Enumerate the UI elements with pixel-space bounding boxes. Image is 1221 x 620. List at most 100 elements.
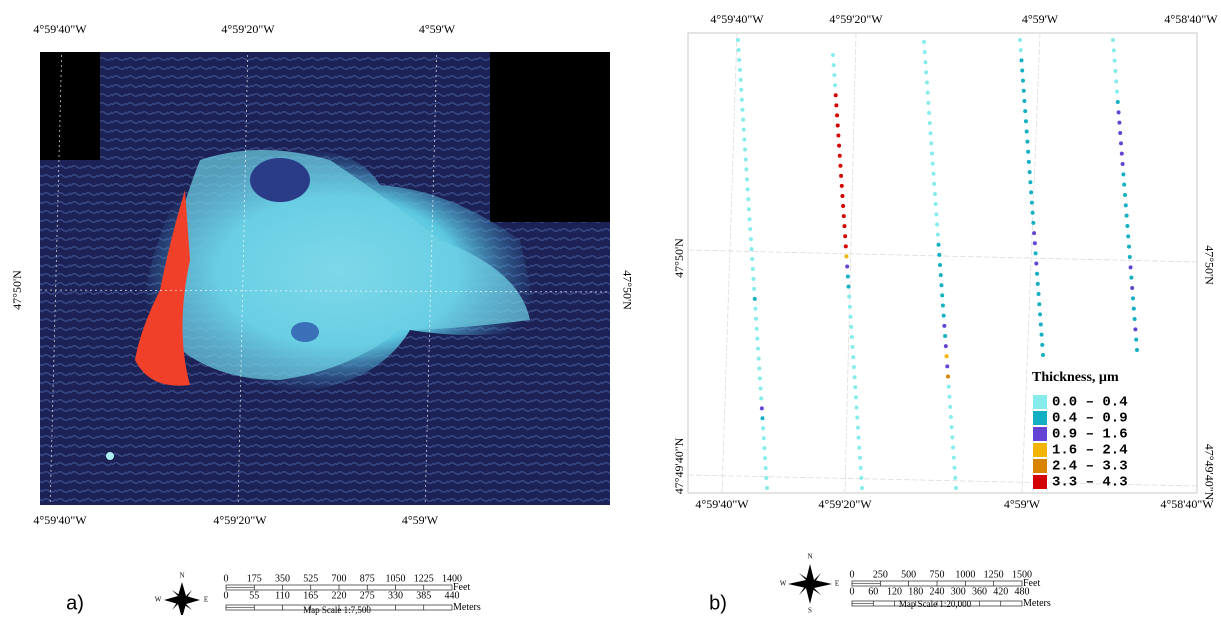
thickness-sample (1041, 353, 1045, 357)
thickness-sample (924, 70, 929, 75)
thickness-sample (932, 192, 937, 197)
thickness-sample (923, 60, 928, 65)
thickness-sample (839, 173, 844, 178)
scale-label: 220 (332, 590, 347, 601)
thickness-sample (847, 304, 852, 309)
compass-letter: N (179, 572, 184, 580)
scale-label: 385 (416, 590, 431, 601)
thickness-sample (936, 242, 941, 247)
longitude-label: 4°59'40"W (33, 513, 87, 527)
thickness-sample (841, 204, 846, 209)
thickness-sample (834, 103, 839, 108)
thickness-sample (952, 465, 957, 470)
thickness-sample (851, 365, 856, 370)
thickness-sample (1122, 182, 1127, 187)
thickness-sample (841, 214, 846, 219)
thickness-sample (752, 286, 757, 291)
longitude-label: 4°59'W (402, 513, 439, 527)
thickness-sample (1123, 203, 1128, 208)
thickness-sample (953, 475, 958, 480)
thickness-sample (940, 303, 945, 308)
thickness-sample (940, 293, 945, 298)
thickness-sample (943, 344, 948, 349)
thickness-sample (946, 384, 951, 389)
thickness-sample (1036, 292, 1041, 297)
thickness-sample (754, 326, 759, 331)
legend-swatch (1033, 427, 1047, 441)
panel-label: a) (66, 592, 84, 614)
compass-letter: W (155, 596, 162, 604)
thickness-sample (765, 486, 769, 490)
satellite-image (40, 52, 610, 505)
thickness-sample (1126, 234, 1131, 239)
thickness-sample (761, 426, 766, 431)
thickness-sample (1115, 89, 1119, 94)
thickness-sample (946, 374, 950, 379)
compass-letter: N (807, 553, 812, 561)
longitude-label: 4°59'20"W (213, 513, 267, 527)
thickness-sample (1030, 210, 1035, 215)
scale-label: 330 (388, 590, 403, 601)
thickness-sample (763, 466, 768, 471)
thickness-sample (1120, 162, 1125, 166)
thickness-sample (1028, 180, 1033, 185)
thickness-sample (860, 486, 864, 490)
thickness-sample (739, 97, 744, 102)
thickness-sample (831, 53, 835, 57)
thickness-sample (1018, 38, 1022, 42)
scale-caption: Map Scale 1:20,000 (899, 599, 972, 609)
compass-rose (164, 582, 200, 618)
longitude-label: 4°59'20"W (818, 497, 872, 511)
thickness-sample (1018, 48, 1023, 53)
thickness-sample (756, 356, 761, 361)
thickness-sample (837, 143, 842, 148)
thickness-sample (1132, 317, 1137, 321)
thickness-sample (851, 355, 856, 360)
latitude-label: 47°50'N (1202, 245, 1216, 285)
thickness-sample (938, 263, 942, 267)
compass-letter: W (780, 580, 787, 588)
thickness-sample (1024, 129, 1029, 134)
thickness-sample (748, 227, 753, 232)
thickness-sample (1128, 265, 1133, 270)
thickness-sample (1037, 302, 1042, 307)
thickness-sample (743, 147, 748, 152)
legend-swatch (1033, 459, 1047, 473)
scale-label: 165 (303, 590, 318, 601)
map-frame (687, 32, 1198, 494)
scale-label: 240 (930, 586, 945, 597)
thickness-sample (948, 415, 953, 420)
thickness-sample (1026, 159, 1031, 164)
scale-label: 750 (930, 569, 945, 580)
thickness-sample (750, 257, 755, 262)
thickness-sample (849, 334, 854, 339)
thickness-sample (1115, 100, 1120, 104)
scale-unit: Feet (1023, 578, 1040, 589)
thickness-sample (750, 266, 755, 271)
thickness-sample (755, 336, 760, 341)
thickness-sample (754, 316, 759, 321)
thickness-sample (1040, 342, 1045, 347)
thickness-sample (1027, 170, 1032, 175)
thickness-sample (1129, 275, 1134, 280)
thickness-sample (1114, 79, 1119, 84)
thickness-sample (1113, 69, 1118, 73)
thickness-sample (948, 404, 953, 409)
thickness-sample (1124, 213, 1129, 218)
scale-label: 0 (224, 573, 229, 584)
thickness-sample (954, 486, 958, 490)
longitude-label: 4°59'20"W (221, 22, 275, 36)
scale-label: 180 (908, 586, 923, 597)
legend-label: 0.4 – 0.9 (1052, 411, 1128, 427)
thickness-sample (859, 475, 864, 480)
scale-label: 110 (275, 590, 290, 601)
scale-label: 500 (901, 569, 916, 580)
thickness-sample (745, 187, 750, 192)
thickness-sample (849, 324, 854, 329)
thickness-sample (1111, 48, 1116, 53)
thickness-sample (1029, 200, 1034, 205)
thickness-sample (1020, 78, 1025, 83)
thickness-sample (939, 283, 944, 288)
scale-label: 360 (972, 586, 987, 597)
thickness-sample (1020, 68, 1025, 73)
